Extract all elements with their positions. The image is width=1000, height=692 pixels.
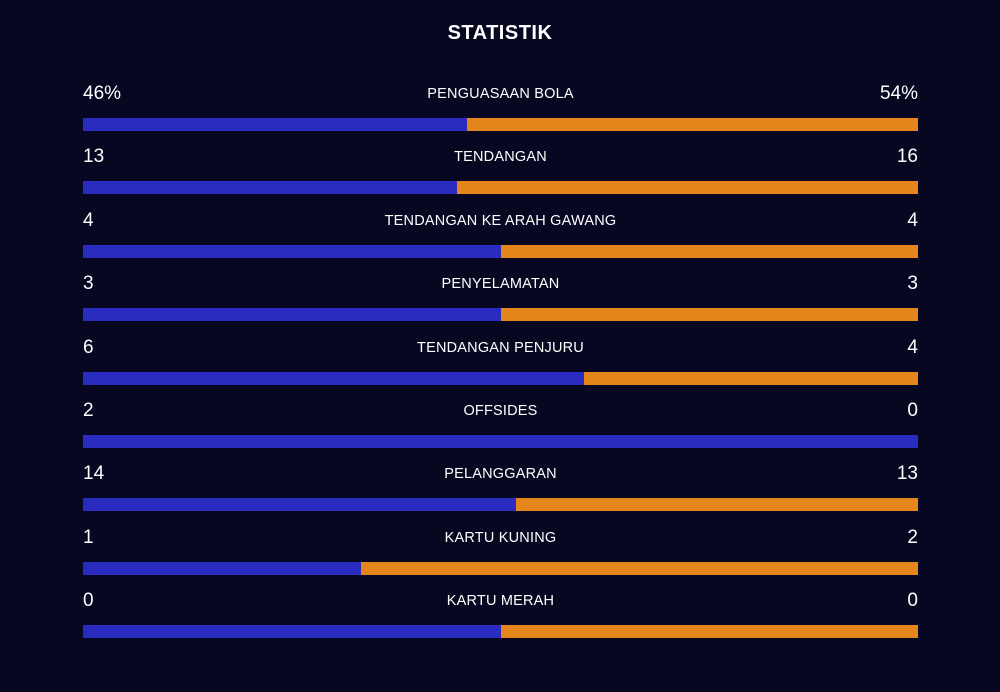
stat-label: PELANGGARAN xyxy=(444,466,557,483)
away-bar-segment xyxy=(500,625,918,639)
away-value: 0 xyxy=(907,399,918,421)
stat-row: 0 KARTU MERAH 0 xyxy=(83,587,918,650)
home-value: 1 xyxy=(83,526,94,548)
home-bar-segment xyxy=(83,561,362,575)
away-value: 16 xyxy=(896,146,918,168)
home-value: 3 xyxy=(83,273,94,295)
comparison-bar xyxy=(83,561,918,575)
stat-row: 1 KARTU KUNING 2 xyxy=(83,524,918,587)
away-bar-segment xyxy=(457,181,918,195)
stat-labels: 0 KARTU MERAH 0 xyxy=(83,587,918,615)
stat-label: TENDANGAN KE ARAH GAWANG xyxy=(384,212,617,229)
stat-row: 13 TENDANGAN 16 xyxy=(83,143,918,206)
section-title: STATISTIK xyxy=(447,22,553,44)
away-bar-segment xyxy=(500,308,918,322)
home-value: 14 xyxy=(83,463,105,485)
stat-label: OFFSIDES xyxy=(463,402,538,419)
comparison-bar xyxy=(83,371,918,385)
stat-row: 6 TENDANGAN PENJURU 4 xyxy=(83,334,918,397)
stats-list: 46% PENGUASAAN BOLA 54% 13 TENDANGAN 16 4 TENDA… xyxy=(83,80,918,651)
away-value: 4 xyxy=(907,336,918,358)
comparison-bar xyxy=(83,118,918,131)
comparison-bar xyxy=(83,498,918,512)
home-value: 13 xyxy=(83,146,105,168)
stat-labels: 14 PELANGGARAN 13 xyxy=(83,460,918,488)
stat-label: TENDANGAN xyxy=(454,149,547,166)
stat-labels: 1 KARTU KUNING 2 xyxy=(83,524,918,552)
stat-labels: 4 TENDANGAN KE ARAH GAWANG 4 xyxy=(83,207,918,235)
comparison-bar xyxy=(83,244,918,258)
stat-label: KARTU KUNING xyxy=(444,529,557,546)
stat-labels: 2 OFFSIDES 0 xyxy=(83,397,918,425)
stat-labels: 6 TENDANGAN PENJURU 4 xyxy=(83,334,918,362)
home-bar-segment xyxy=(83,498,516,512)
away-value: 13 xyxy=(896,463,918,485)
stat-row: 46% PENGUASAAN BOLA 54% xyxy=(83,80,918,143)
stat-labels: 46% PENGUASAAN BOLA 54% xyxy=(83,80,918,108)
away-value: 2 xyxy=(907,526,918,548)
home-value: 46% xyxy=(83,83,122,104)
away-value: 3 xyxy=(907,273,918,295)
away-value: 54% xyxy=(879,83,918,104)
comparison-bar xyxy=(83,434,918,448)
home-value: 2 xyxy=(83,399,94,421)
stat-row: 3 PENYELAMATAN 3 xyxy=(83,270,918,333)
stat-label: PENYELAMATAN xyxy=(441,276,560,293)
stat-row: 14 PELANGGARAN 13 xyxy=(83,460,918,523)
home-bar-segment xyxy=(83,181,458,195)
comparison-bar xyxy=(83,181,918,195)
home-bar-segment xyxy=(83,434,918,448)
away-bar-segment xyxy=(361,561,918,575)
home-bar-segment xyxy=(83,625,501,639)
stat-label: PENGUASAAN BOLA xyxy=(427,86,574,102)
stat-label: TENDANGAN PENJURU xyxy=(417,339,584,356)
away-value: 0 xyxy=(907,590,918,612)
home-bar-segment xyxy=(83,308,501,322)
home-value: 6 xyxy=(83,336,94,358)
home-bar-segment xyxy=(83,244,501,258)
comparison-bar xyxy=(83,308,918,322)
stat-row: 2 OFFSIDES 0 xyxy=(83,397,918,460)
stat-labels: 3 PENYELAMATAN 3 xyxy=(83,270,918,298)
away-bar-segment xyxy=(467,118,918,131)
away-bar-segment xyxy=(500,244,918,258)
away-bar-segment xyxy=(584,371,918,385)
away-bar-segment xyxy=(515,498,918,512)
away-value: 4 xyxy=(907,209,918,231)
home-value: 4 xyxy=(83,209,94,231)
stat-label: KARTU MERAH xyxy=(446,593,555,610)
stat-labels: 13 TENDANGAN 16 xyxy=(83,143,918,171)
comparison-bar xyxy=(83,625,918,639)
home-bar-segment xyxy=(83,371,584,385)
home-value: 0 xyxy=(83,590,94,612)
home-bar-segment xyxy=(83,118,468,131)
stat-row: 4 TENDANGAN KE ARAH GAWANG 4 xyxy=(83,207,918,270)
